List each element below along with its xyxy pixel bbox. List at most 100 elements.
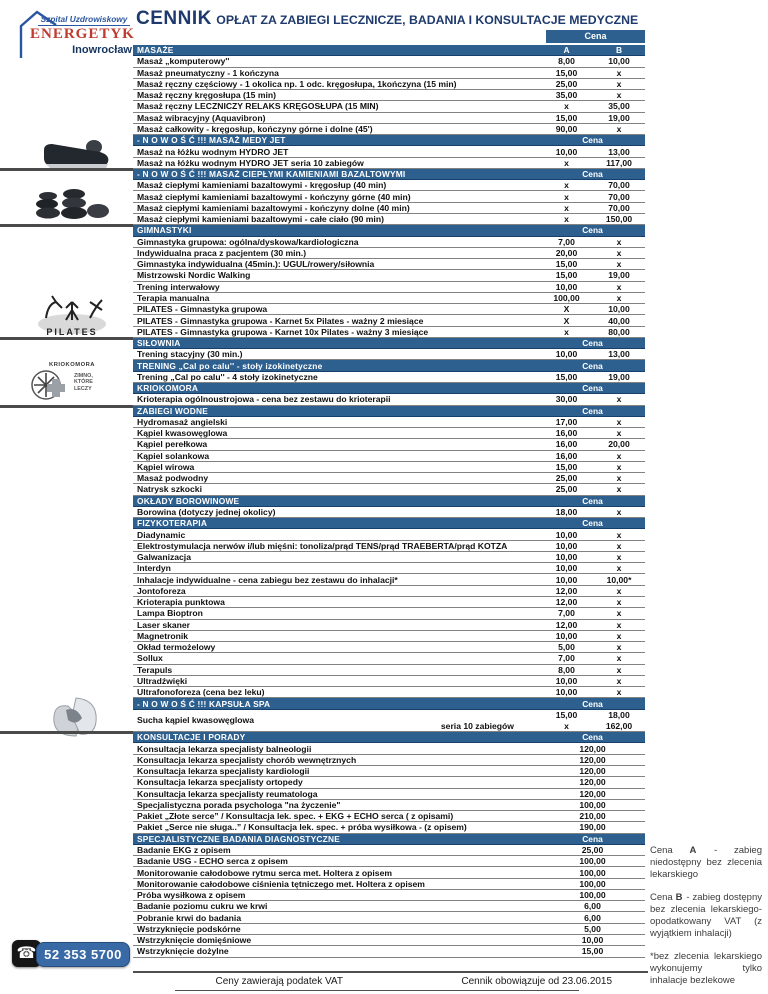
price-row: Laser skaner 12,00 x xyxy=(133,619,645,631)
legend-notes: Cena A - zabieg niedostępny bez zlecenia… xyxy=(650,845,762,994)
price-row: Ultradźwięki 10,00 x xyxy=(133,675,645,688)
price-a: 15,00 xyxy=(555,461,578,472)
treatment-label: Pakiet „Serce nie sługa..” / Konsultacja… xyxy=(137,822,467,833)
price-a: 16,00 xyxy=(555,439,578,450)
price-b: x xyxy=(616,247,622,258)
section-label: - N O W O Ś Ć !!! MASAŻ MEDY JET xyxy=(137,135,286,146)
price-a: 8,00 xyxy=(558,56,575,67)
treatment-label: Gimnastyka indywidualna (45min.): UGUL/r… xyxy=(137,259,375,270)
price-a: 15,00 xyxy=(555,112,578,123)
price-row: Pobranie krwi do badania 6,00 xyxy=(133,912,645,924)
price-row: Konsultacja lekarza specjalisty kardiolo… xyxy=(133,766,645,778)
section-header-row: KRIOKOMORA Cena xyxy=(133,382,645,395)
price-a: 10,00 xyxy=(555,630,578,641)
price-row: Wstrzyknięcie dożylne 15,00 xyxy=(133,946,645,958)
price-row: Terapia manualna 100,00 x xyxy=(133,292,645,305)
price-b: 162,00 xyxy=(605,720,633,731)
price-b: x xyxy=(616,552,622,563)
price-b: x xyxy=(616,123,622,134)
price-header-label: Cena xyxy=(582,383,603,394)
price-value: 100,00 xyxy=(579,856,606,867)
price-row: PILATES - Gimnastyka grupowa X 10,00 xyxy=(133,304,645,316)
hydrojet-bed-image xyxy=(44,140,109,168)
footer-rule xyxy=(175,990,579,991)
price-b: x xyxy=(616,78,622,89)
treatment-label: Masaż na łóżku wodnym HYDRO JET xyxy=(137,146,289,157)
price-b: 117,00 xyxy=(606,157,632,168)
price-a: x xyxy=(564,101,569,112)
price-b: 13,00 xyxy=(608,349,630,360)
price-row: Badanie EKG z opisem 25,00 xyxy=(133,844,645,857)
treatment-label: Ultradźwięki xyxy=(137,676,188,686)
price-a: 90,00 xyxy=(555,123,578,134)
price-header-label: Cena xyxy=(582,518,603,529)
section-label: KRIOKOMORA xyxy=(137,383,199,394)
price-a: 16,00 xyxy=(555,450,578,461)
price-a: 25,00 xyxy=(555,473,578,484)
price-row: Wstrzyknięcie podskórne 5,00 xyxy=(133,923,645,935)
price-b: 35,00 xyxy=(608,101,630,112)
price-row: Monitorowanie całodobowe rytmu serca met… xyxy=(133,867,645,879)
series-label xyxy=(439,710,540,721)
treatment-label: Borowina (dotyczy jednej okolicy) xyxy=(137,507,276,518)
section-header-row: MASAŻE A B xyxy=(133,45,645,57)
treatment-label: Masaż „komputerowy'' xyxy=(137,56,230,67)
price-a: 12,00 xyxy=(555,585,578,596)
treatment-label: Mistrzowski Nordic Walking xyxy=(137,270,251,281)
treatment-label: Interdyn xyxy=(137,563,171,574)
treatment-label: Konsultacja lekarza specjalisty chorób w… xyxy=(137,754,357,765)
price-header-label: Cena xyxy=(582,360,603,371)
price-row: Kąpiel perełkowa 16,00 20,00 xyxy=(133,439,645,451)
section-label: OKŁADY BOROWINOWE xyxy=(137,495,240,506)
price-a: X xyxy=(563,304,570,315)
main-column: CENNIK OPŁAT ZA ZABIEGI LECZNICZE, BADAN… xyxy=(0,0,648,994)
price-row: Próba wysiłkowa z opisem 100,00 xyxy=(133,889,645,902)
price-b: 70,00 xyxy=(608,202,630,213)
treatment-label: Trening interwałowy xyxy=(137,281,220,292)
price-a: 100,00 xyxy=(553,292,580,303)
pilates-label: PILATES xyxy=(46,327,98,337)
treatment-label: Trening stacyjny (30 min.) xyxy=(137,349,243,360)
price-a: 15,00 xyxy=(555,371,578,382)
section-header-row: OKŁADY BOROWINOWE Cena xyxy=(133,495,645,507)
treatment-label: Wstrzyknięcie domięśniowe xyxy=(137,935,252,946)
price-a: x xyxy=(564,720,569,731)
price-b: 70,00 xyxy=(608,180,630,191)
price-row: Trening stacyjny (30 min.) 10,00 13,00 xyxy=(133,349,645,361)
treatment-label: Masaż ciepłymi kamieniami bazaltowymi - … xyxy=(137,214,384,225)
section-header-row: SPECJALISTYCZNE BADANIA DIAGNOSTYCZNE Cen… xyxy=(133,833,645,845)
price-b: x xyxy=(616,630,622,641)
price-a: 10,00 xyxy=(555,349,578,360)
section-label: KONSULTACJE I PORADY xyxy=(137,732,246,743)
price-b: x xyxy=(616,563,622,574)
price-row: Natrysk szkocki 25,00 x xyxy=(133,484,645,496)
treatment-label: Masaż ręczny częściowy - 1 okolica np. 1… xyxy=(137,78,457,89)
treatment-label: Terapia manualna xyxy=(137,292,210,303)
price-b: x xyxy=(616,428,622,439)
price-b: 40,00 xyxy=(608,315,630,326)
treatment-label: Jontoforeza xyxy=(137,585,186,596)
price-row: Pakiet „Serce nie sługa..” / Konsultacja… xyxy=(133,822,645,834)
treatment-label: Badanie EKG z opisem xyxy=(137,845,231,855)
treatment-label: Kąpiel solankowa xyxy=(137,450,210,461)
price-row: Masaż ręczny kręgosłupa (15 min) 35,00 x xyxy=(133,90,645,102)
treatment-label: Elektrostymulacja nerwów i/lub mięśni: t… xyxy=(137,540,508,551)
price-value: 100,00 xyxy=(579,878,606,889)
price-row: Diadynamic 10,00 x xyxy=(133,529,645,541)
price-b: x xyxy=(616,292,622,303)
treatment-label: Konsultacja lekarza specjalisty ortopedy xyxy=(137,777,303,788)
pilates-logo: PILATES xyxy=(36,292,108,337)
title-rest: OPŁAT ZA ZABIEGI LECZNICZE, BADANIA I KO… xyxy=(216,13,639,27)
price-row: Indywidualna praca z pacjentem (30 min.)… xyxy=(133,247,645,260)
price-row: Masaż na łóżku wodnym HYDRO JET seria 10… xyxy=(133,157,645,169)
price-value: 5,00 xyxy=(584,923,601,934)
section-label: ZABIEGI WODNE xyxy=(137,405,208,416)
price-row: Trening „Cal po calu'' - 4 stoły izokine… xyxy=(133,371,645,383)
treatment-label: Wstrzyknięcie dożylne xyxy=(137,946,229,957)
price-value: 100,00 xyxy=(579,890,606,901)
price-b: x xyxy=(616,540,622,551)
price-row: Masaż ciepłymi kamieniami bazaltowymi - … xyxy=(133,202,645,214)
series-label: seria 10 zabiegów xyxy=(440,720,514,731)
price-row: Hydromasaż angielski 17,00 x xyxy=(133,416,645,429)
price-row: Interdyn 10,00 x xyxy=(133,563,645,575)
